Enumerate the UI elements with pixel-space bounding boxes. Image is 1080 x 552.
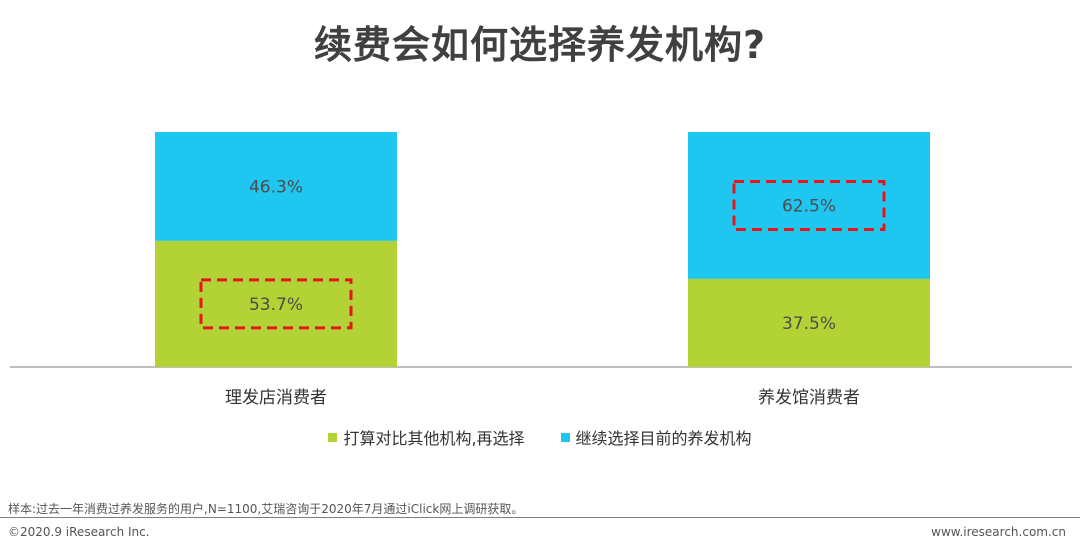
legend-label-continue: 继续选择目前的养发机构 [575, 429, 752, 448]
sample-footnote: 样本:过去一年消费过养发服务的用户,N=1100,艾瑞咨询于2020年7月通过i… [8, 502, 524, 516]
bar-segment-1-2 [155, 132, 397, 241]
chart-legend: 打算对比其他机构,再选择 继续选择目前的养发机构 [0, 425, 1080, 449]
chart-title: 续费会如何选择养发机构? [313, 23, 767, 67]
bar-segment-2-1 [688, 278, 930, 367]
data-label-2-1: 37.5% [782, 314, 836, 334]
highlight-box-2-2 [732, 179, 886, 231]
bar-segment-1-1 [155, 240, 397, 367]
legend-item-continue: 继续选择目前的养发机构 [560, 425, 752, 449]
highlight-box-1-1 [199, 278, 353, 330]
legend-label-compare: 打算对比其他机构,再选择 [343, 429, 525, 448]
data-label-2-2: 62.5% [782, 196, 836, 216]
legend-item-compare: 打算对比其他机构,再选择 [328, 425, 525, 449]
data-label-1-2: 46.3% [249, 177, 303, 197]
copyright-text: ©2020.9 iResearch Inc. [8, 525, 150, 539]
legend-swatch-compare [328, 432, 338, 442]
data-label-1-1: 53.7% [249, 295, 303, 315]
website-link[interactable]: www.iresearch.com.cn [931, 525, 1066, 539]
category-label-1: 理发店消费者 [225, 388, 327, 408]
legend-swatch-continue [560, 432, 570, 442]
footer-divider [0, 517, 1080, 518]
bar-segment-2-2 [688, 132, 930, 279]
category-label-2: 养发馆消费者 [758, 388, 860, 408]
